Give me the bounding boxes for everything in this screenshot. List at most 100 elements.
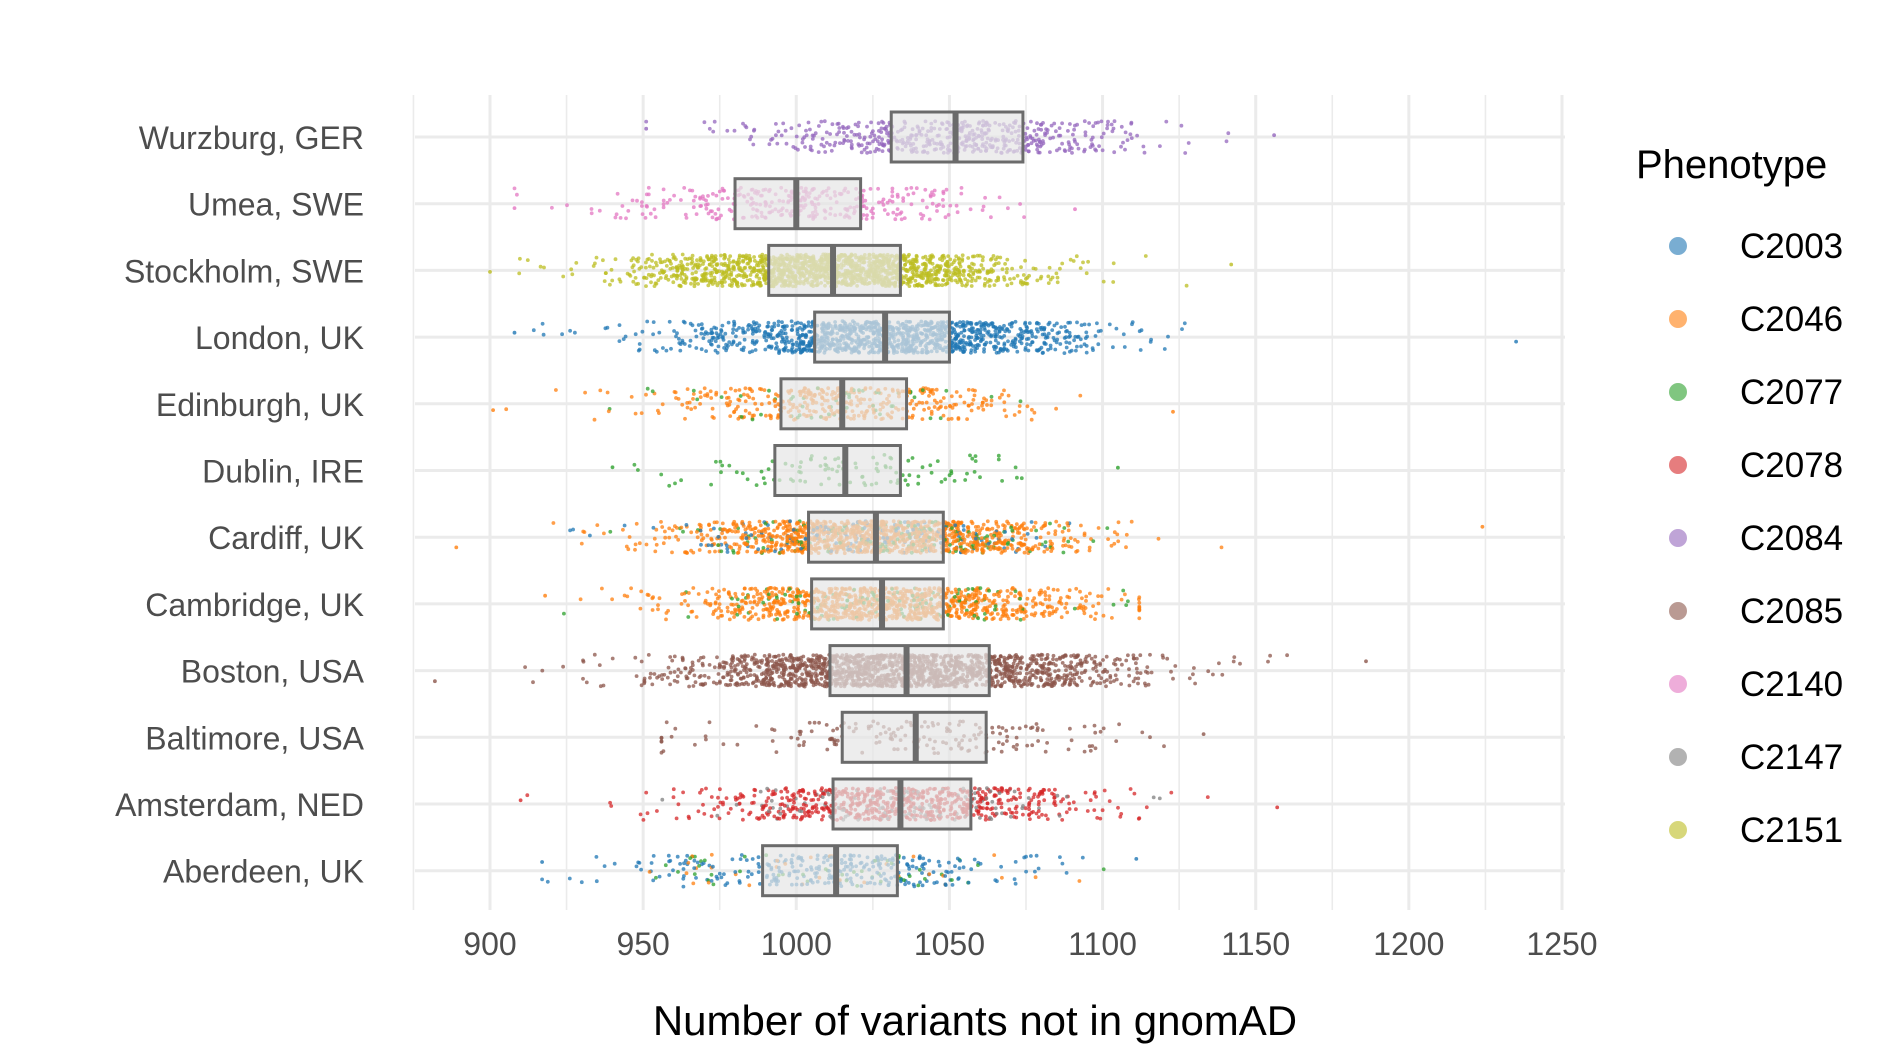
data-point (737, 266, 741, 271)
data-point (1047, 265, 1052, 270)
data-point-extreme (1171, 409, 1175, 414)
data-point (1054, 406, 1058, 411)
data-point (766, 467, 771, 471)
data-point (845, 134, 849, 138)
data-point (975, 253, 980, 258)
data-point (763, 481, 767, 486)
data-point (540, 321, 545, 326)
data-point (1128, 132, 1133, 137)
data-point (816, 150, 821, 155)
data-point (661, 198, 666, 203)
data-point (763, 257, 768, 262)
data-point (1019, 265, 1023, 270)
data-point (920, 401, 925, 405)
data-point (767, 532, 772, 536)
data-point (899, 217, 904, 222)
data-point (696, 282, 700, 286)
data-point (1138, 348, 1143, 352)
data-point (961, 320, 966, 324)
data-point (862, 135, 867, 140)
data-point (849, 145, 854, 150)
data-point (959, 191, 964, 196)
data-point (909, 202, 914, 207)
data-point (751, 142, 756, 147)
data-point (969, 284, 974, 288)
data-point (608, 282, 612, 287)
data-point (573, 330, 577, 335)
data-point (885, 200, 890, 205)
data-point (727, 207, 732, 212)
data-point (741, 121, 745, 126)
data-point (795, 343, 799, 348)
data-point (822, 119, 827, 124)
data-point (698, 523, 703, 528)
data-point (569, 267, 574, 272)
data-point (971, 398, 976, 402)
data-point (589, 207, 594, 211)
data-point (754, 274, 759, 279)
data-point (929, 409, 934, 414)
data-point (663, 259, 667, 264)
data-point (1002, 323, 1006, 328)
data-point (684, 216, 689, 220)
data-point (627, 535, 632, 539)
data-point (1079, 344, 1083, 349)
data-point (728, 254, 733, 258)
data-point (785, 539, 790, 544)
data-point (713, 280, 718, 285)
data-point (846, 139, 850, 143)
data-point (1082, 322, 1087, 327)
data-point (1021, 273, 1026, 277)
data-point (694, 212, 699, 217)
data-point (763, 254, 768, 258)
data-point (734, 470, 739, 475)
data-point (756, 280, 760, 285)
data-point (954, 203, 959, 208)
data-point (1017, 339, 1022, 344)
data-point (781, 121, 786, 126)
data-point (782, 346, 787, 351)
data-point (644, 119, 649, 124)
data-point (1034, 321, 1039, 326)
data-point (1083, 130, 1088, 135)
data-point (633, 411, 638, 416)
data-point (787, 340, 791, 345)
data-point (979, 536, 984, 540)
data-point (799, 546, 803, 551)
data-point (808, 343, 813, 348)
data-point (661, 202, 666, 207)
data-point (910, 415, 914, 420)
data-point (721, 276, 726, 281)
data-point (1063, 543, 1068, 548)
data-point (659, 472, 664, 477)
data-point (856, 120, 861, 125)
data-point (982, 349, 986, 354)
data-point (927, 259, 932, 264)
data-point (1074, 348, 1078, 353)
data-point (931, 388, 935, 392)
data-point (948, 403, 952, 408)
data-point (978, 269, 982, 274)
data-point (1087, 548, 1092, 553)
data-point (877, 135, 881, 140)
data-point (654, 527, 659, 532)
data-point (953, 278, 958, 283)
data-point (1078, 337, 1083, 342)
data-point (861, 188, 866, 193)
data-point (589, 211, 594, 216)
data-point (852, 132, 857, 137)
data-point (732, 319, 736, 324)
data-point (962, 334, 966, 338)
data-point (752, 258, 757, 263)
data-point (1149, 337, 1153, 342)
data-point (776, 414, 781, 419)
data-point (807, 329, 812, 334)
data-point (1026, 348, 1031, 353)
data-point (1058, 266, 1062, 271)
data-point (1057, 126, 1062, 130)
data-point (928, 194, 933, 199)
data-point (914, 274, 919, 279)
data-point (938, 416, 943, 421)
data-point (717, 280, 722, 285)
data-point (1099, 135, 1104, 140)
